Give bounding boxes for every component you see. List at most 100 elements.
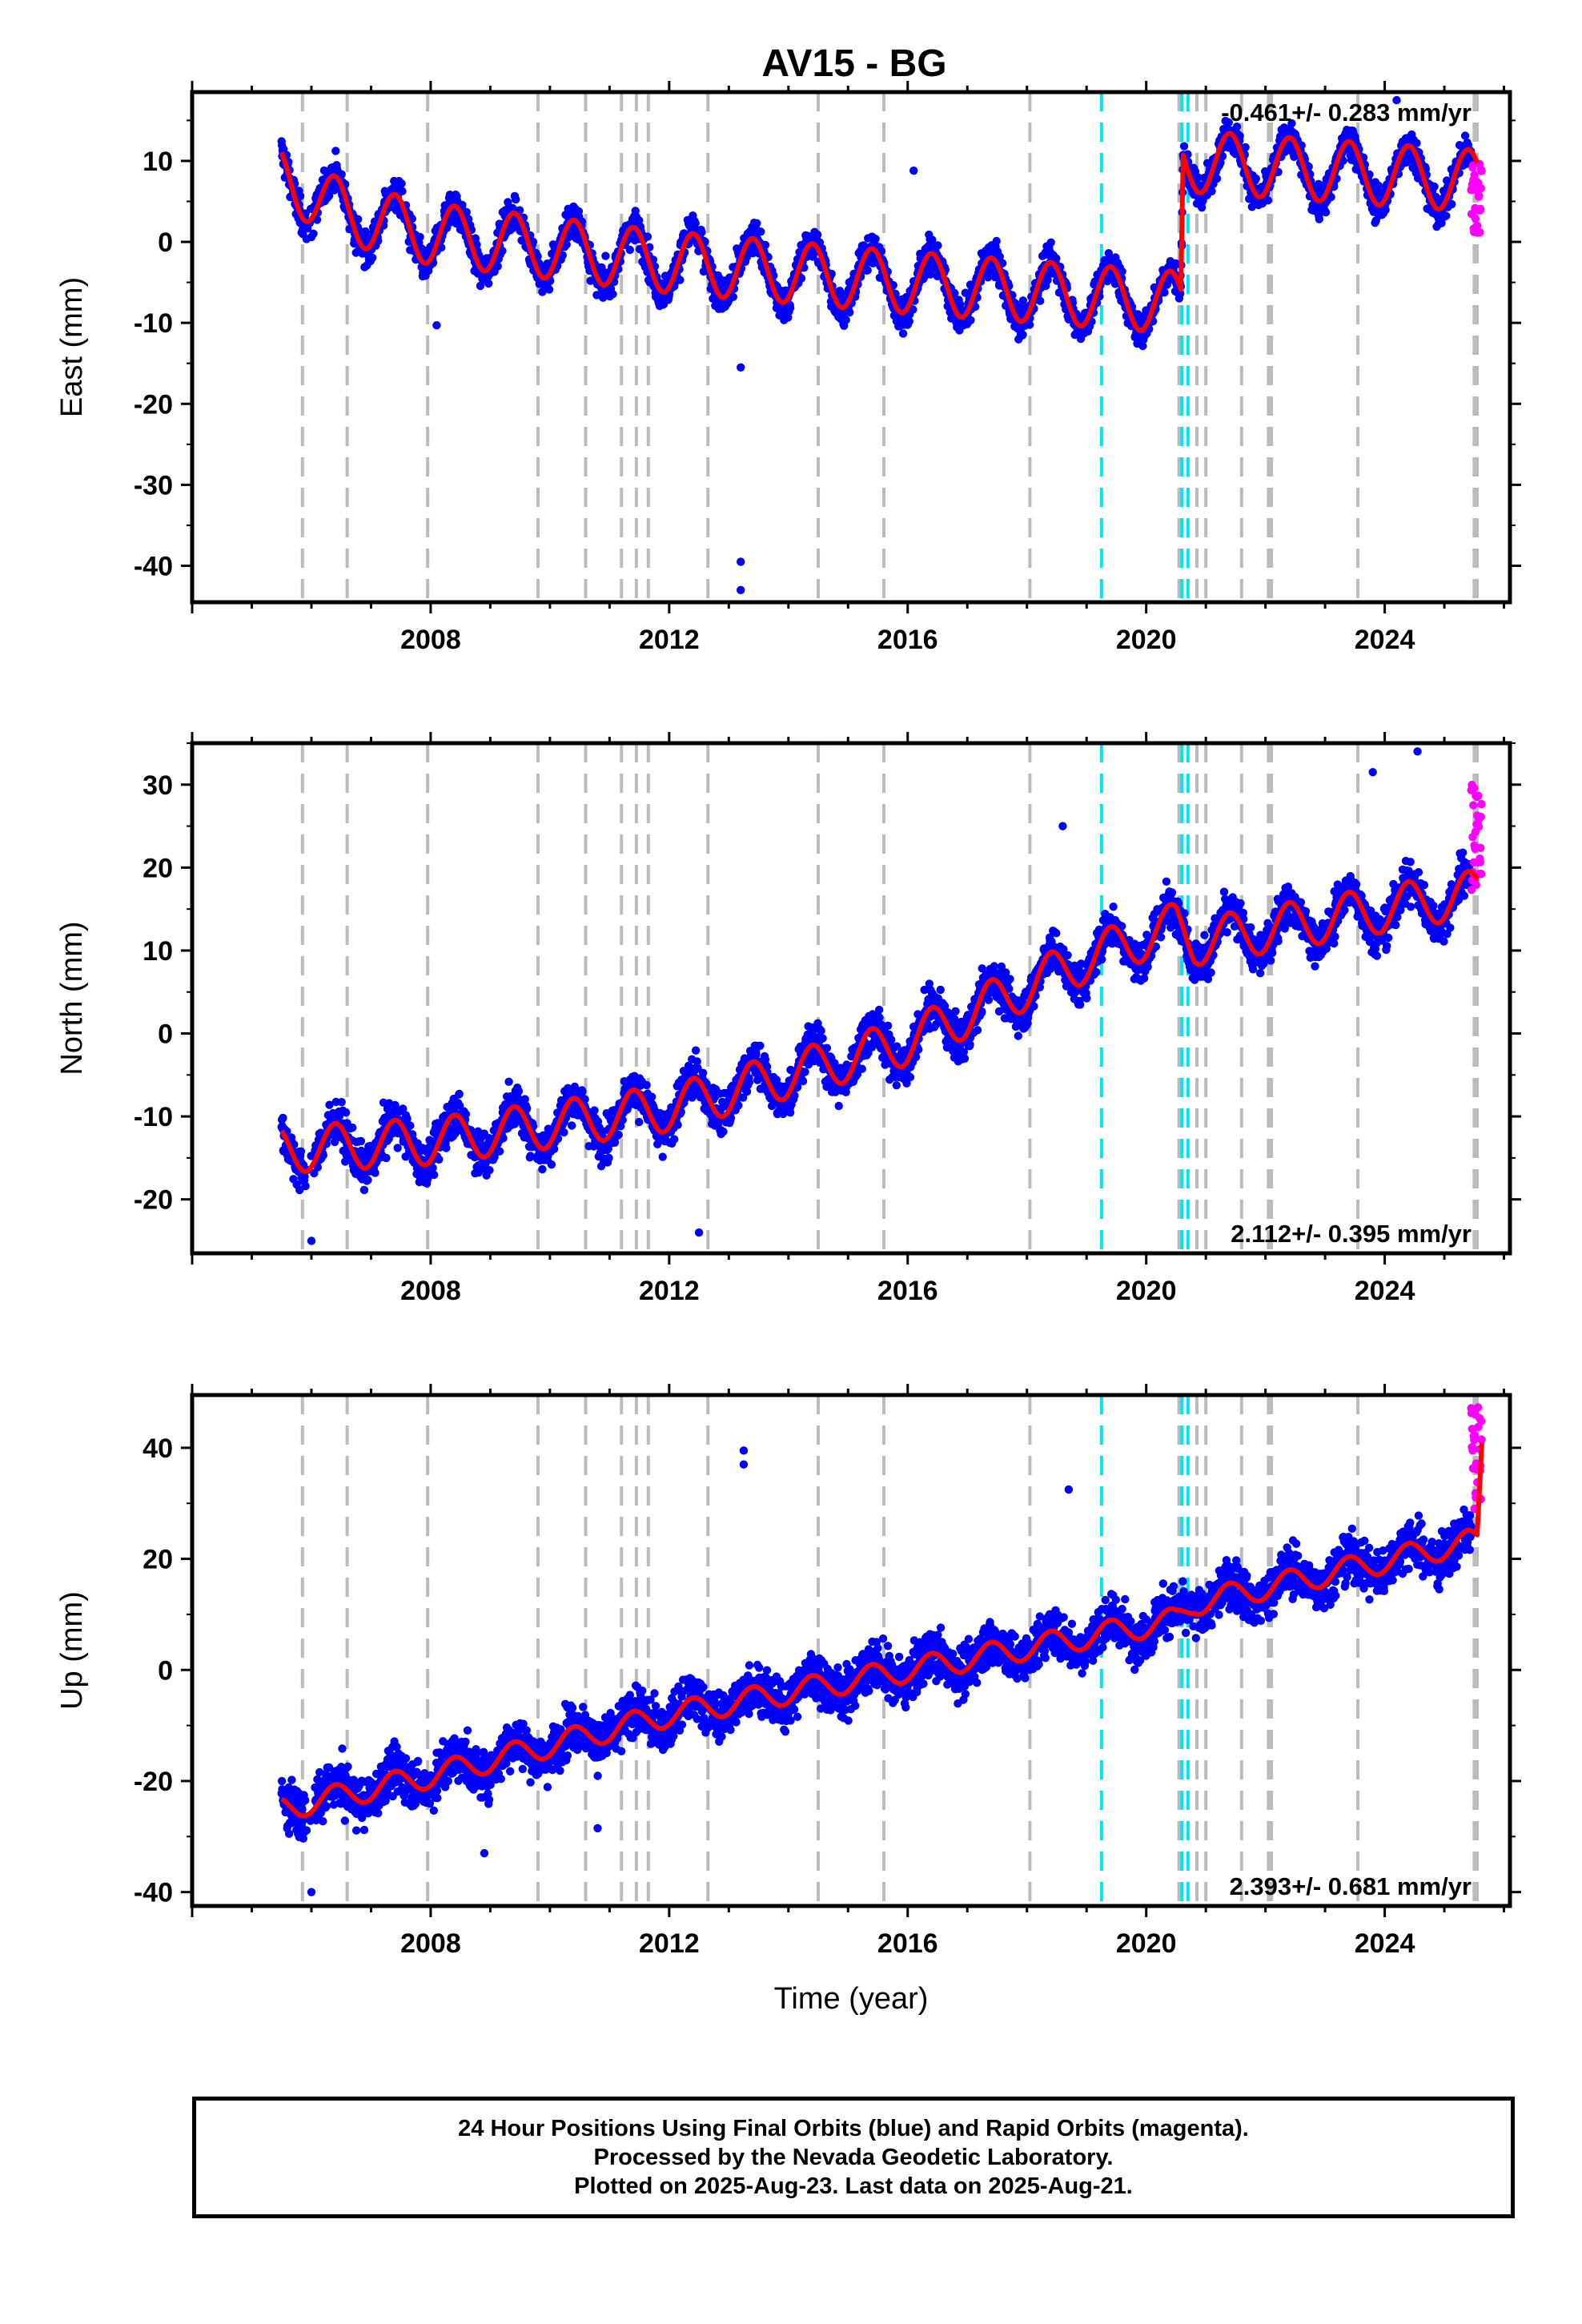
daily-position bbox=[610, 1138, 620, 1148]
daily-position bbox=[485, 1166, 494, 1175]
rapid-position bbox=[1475, 191, 1484, 200]
daily-position bbox=[437, 243, 446, 252]
daily-position bbox=[757, 227, 765, 236]
daily-position bbox=[397, 179, 406, 188]
daily-position bbox=[608, 290, 617, 299]
daily-position bbox=[785, 304, 795, 312]
y-tick-label: -20 bbox=[134, 389, 173, 420]
x-tick-label: 2016 bbox=[877, 625, 938, 655]
daily-position bbox=[992, 236, 1001, 246]
daily-position bbox=[635, 216, 644, 225]
daily-position bbox=[697, 227, 706, 237]
x-tick-label: 2008 bbox=[400, 625, 461, 655]
daily-position bbox=[538, 1164, 547, 1174]
daily-position bbox=[1224, 118, 1234, 127]
outlier-position bbox=[432, 321, 441, 330]
daily-position bbox=[1043, 275, 1052, 284]
daily-position bbox=[590, 1106, 599, 1115]
daily-position bbox=[348, 1123, 357, 1132]
daily-position bbox=[522, 1104, 532, 1112]
final-orbit-points bbox=[277, 747, 1476, 1245]
daily-position bbox=[813, 230, 822, 239]
daily-position bbox=[356, 1136, 366, 1146]
daily-position bbox=[512, 195, 520, 204]
daily-position bbox=[1381, 205, 1390, 215]
daily-position bbox=[905, 317, 914, 326]
daily-position bbox=[484, 279, 493, 288]
daily-position bbox=[669, 1135, 679, 1144]
daily-position bbox=[934, 241, 942, 250]
outlier-position bbox=[737, 557, 745, 566]
daily-position bbox=[1118, 267, 1126, 276]
daily-position bbox=[1046, 238, 1055, 247]
daily-position bbox=[1447, 199, 1456, 209]
daily-position bbox=[966, 316, 975, 324]
rapid-position bbox=[1477, 167, 1486, 175]
daily-position bbox=[983, 273, 993, 282]
outlier-position bbox=[737, 585, 745, 595]
daily-position bbox=[495, 1147, 504, 1156]
daily-position bbox=[398, 187, 407, 195]
daily-position bbox=[504, 1077, 513, 1087]
rapid-position bbox=[1476, 183, 1485, 193]
daily-position bbox=[458, 200, 467, 210]
daily-position bbox=[1430, 182, 1439, 191]
daily-position bbox=[442, 1144, 451, 1152]
x-tick-label: 2012 bbox=[639, 625, 700, 655]
daily-position bbox=[871, 235, 880, 243]
daily-position bbox=[568, 1121, 576, 1130]
daily-position bbox=[371, 1168, 379, 1177]
chart-title: AV15 - BG bbox=[761, 42, 946, 85]
daily-position bbox=[498, 247, 507, 255]
daily-position bbox=[406, 1121, 415, 1130]
daily-position bbox=[1321, 207, 1331, 217]
daily-position bbox=[601, 251, 610, 260]
daily-position bbox=[1235, 131, 1244, 140]
daily-position bbox=[337, 1098, 346, 1107]
outlier-position bbox=[909, 166, 918, 175]
daily-position bbox=[354, 215, 363, 223]
daily-position bbox=[301, 1181, 310, 1191]
daily-position bbox=[430, 1170, 439, 1180]
x-tick-label: 2024 bbox=[1355, 625, 1415, 655]
daily-position bbox=[393, 1144, 402, 1152]
daily-position bbox=[544, 285, 554, 294]
daily-position bbox=[472, 240, 481, 249]
daily-position bbox=[642, 1080, 651, 1090]
daily-position bbox=[1175, 289, 1185, 298]
y-tick-label: -40 bbox=[134, 552, 173, 582]
final-orbit-points bbox=[277, 95, 1476, 595]
daily-position bbox=[691, 219, 700, 227]
daily-position bbox=[363, 1176, 372, 1184]
plot-area bbox=[277, 92, 1486, 602]
daily-position bbox=[845, 308, 854, 317]
daily-position bbox=[508, 224, 516, 233]
daily-position bbox=[1160, 288, 1169, 297]
daily-position bbox=[382, 1153, 391, 1163]
daily-position bbox=[1442, 211, 1451, 220]
daily-position bbox=[961, 288, 970, 297]
daily-position bbox=[863, 266, 872, 275]
daily-position bbox=[296, 1147, 306, 1156]
daily-position bbox=[1138, 341, 1147, 351]
daily-position bbox=[435, 1155, 444, 1164]
daily-position bbox=[533, 251, 542, 261]
plot-area bbox=[277, 743, 1486, 1253]
daily-position bbox=[970, 302, 980, 312]
daily-position bbox=[562, 240, 571, 249]
daily-position bbox=[493, 262, 502, 271]
daily-position bbox=[312, 215, 322, 224]
daily-position bbox=[558, 251, 567, 259]
daily-position bbox=[309, 229, 318, 238]
x-tick-label: 2020 bbox=[1116, 625, 1177, 655]
daily-position bbox=[428, 1164, 437, 1172]
daily-position bbox=[337, 170, 346, 179]
daily-position bbox=[676, 275, 685, 284]
daily-position bbox=[729, 292, 737, 301]
daily-position bbox=[359, 1185, 369, 1195]
y-tick-label: -30 bbox=[134, 470, 173, 501]
daily-position bbox=[341, 1108, 351, 1117]
daily-position bbox=[279, 1113, 287, 1123]
